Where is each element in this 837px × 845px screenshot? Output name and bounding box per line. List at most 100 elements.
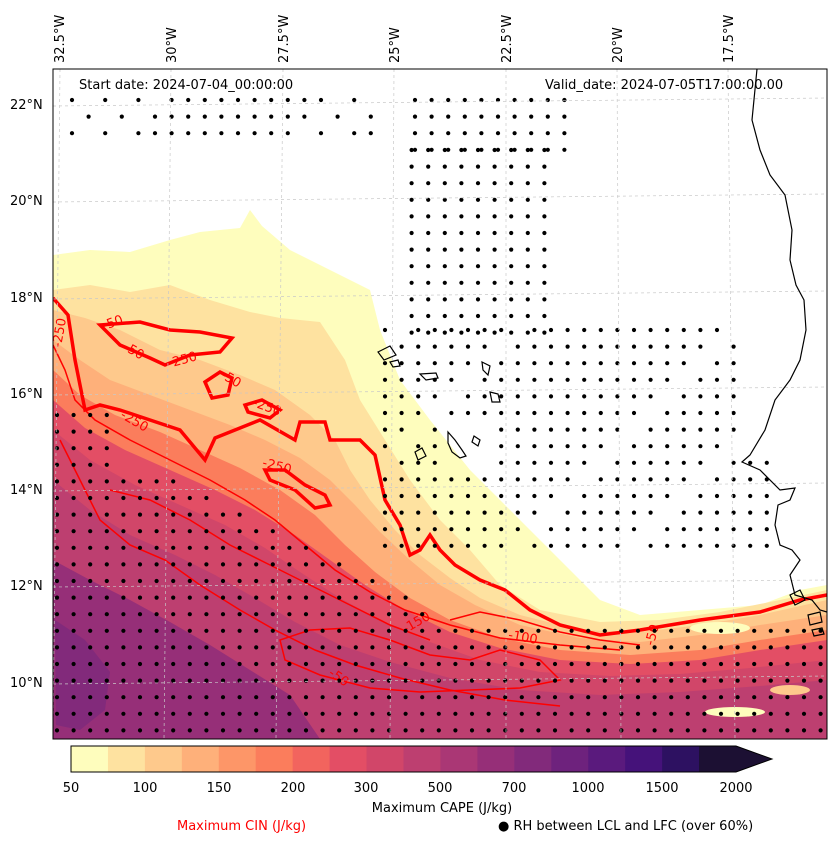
rh-dot [718, 728, 724, 733]
lat-label: 14°N [10, 483, 43, 498]
rh-dot [462, 147, 467, 152]
rh-dot [685, 728, 690, 733]
rh-dot [420, 728, 425, 733]
rh-dot [202, 97, 207, 103]
rh-dot [718, 661, 724, 667]
rh-dot [104, 412, 109, 418]
rh-dot [403, 711, 408, 716]
rh-dot [370, 645, 375, 650]
rh-dot [598, 344, 603, 349]
rh-dot [432, 493, 437, 499]
rh-dot [509, 313, 514, 319]
rh-dot [370, 711, 375, 716]
rh-dot [515, 394, 520, 399]
rh-dot [409, 247, 414, 252]
rh-dot [503, 711, 508, 716]
rh-dot [270, 695, 275, 700]
cin-contour-thin [109, 489, 431, 641]
rh-dot [403, 595, 408, 600]
rh-dot [525, 280, 530, 285]
rh-dot [619, 711, 624, 716]
rh-dot [426, 313, 431, 319]
rh-dot [602, 645, 607, 650]
rh-dot [764, 510, 769, 515]
rh-dot [459, 330, 464, 335]
rh-dot [519, 628, 524, 633]
rh-dot [648, 344, 653, 349]
rh-dot [492, 297, 497, 302]
rh-dot [631, 510, 637, 515]
rh-dot [303, 628, 309, 633]
rh-dot [582, 410, 587, 416]
rh-dot [515, 377, 520, 382]
rh-dot [602, 695, 607, 700]
rh-dot [548, 477, 554, 482]
rh-dot [370, 578, 375, 584]
rh-dot [420, 695, 425, 700]
rh-dot [416, 344, 421, 349]
rh-dot [748, 527, 753, 532]
rh-dot [565, 361, 570, 366]
rh-dot [602, 678, 607, 683]
rh-dot [615, 510, 620, 515]
rh-dot [171, 695, 176, 700]
rh-dot [154, 562, 159, 567]
rh-dot [269, 131, 274, 136]
rh-dot [54, 446, 60, 451]
rh-dot [565, 543, 570, 548]
rh-dot [492, 330, 497, 335]
rh-dot [536, 695, 541, 700]
rh-dot [171, 628, 176, 633]
colorbar-swatch [144, 746, 183, 772]
rh-dot [509, 147, 514, 153]
rh-dot [548, 527, 554, 532]
rh-dot [54, 661, 60, 667]
rh-dot [88, 545, 93, 550]
rh-dot [685, 661, 690, 667]
rh-dot [54, 628, 60, 633]
rh-dot [542, 164, 547, 169]
rh-dot [503, 728, 508, 733]
rh-dot [499, 394, 504, 399]
rh-dot [187, 512, 192, 517]
rh-dot [681, 527, 686, 532]
rh-dot [436, 695, 441, 700]
rh-dot [436, 628, 441, 633]
rh-dot [137, 545, 143, 550]
rh-dot [586, 661, 591, 667]
rh-dot [565, 327, 570, 333]
rh-dot [287, 545, 292, 550]
rh-dot [287, 678, 292, 683]
rh-dot [718, 711, 724, 716]
rh-dot [103, 131, 108, 136]
rh-dot [382, 377, 388, 382]
rh-dot [652, 695, 657, 700]
rh-dot [499, 427, 504, 432]
rh-dot [552, 711, 558, 716]
rh-dot [171, 661, 176, 667]
rh-dot [764, 493, 769, 499]
rh-dot [337, 711, 342, 716]
rh-dot [648, 543, 653, 548]
rh-dot [619, 628, 624, 633]
rh-dot [486, 661, 491, 667]
cin-contour-thin [449, 611, 641, 646]
rh-dot [582, 327, 587, 333]
rh-dot [54, 578, 60, 584]
rh-dot [586, 645, 591, 650]
rh-dot [287, 728, 292, 733]
rh-dot [449, 510, 454, 515]
rh-dot [462, 97, 467, 103]
rh-dot [735, 728, 740, 733]
rh-dot [303, 711, 309, 716]
rh-dot [71, 512, 76, 517]
rh-dot [509, 230, 514, 236]
rh-dot [542, 330, 547, 335]
rh-dot [785, 695, 790, 700]
rh-dot [171, 711, 176, 716]
rh-dot [469, 678, 475, 683]
rh-dot [768, 661, 773, 667]
rh-dot [665, 527, 670, 532]
rh-dot [220, 612, 226, 617]
rh-dot [403, 661, 408, 667]
